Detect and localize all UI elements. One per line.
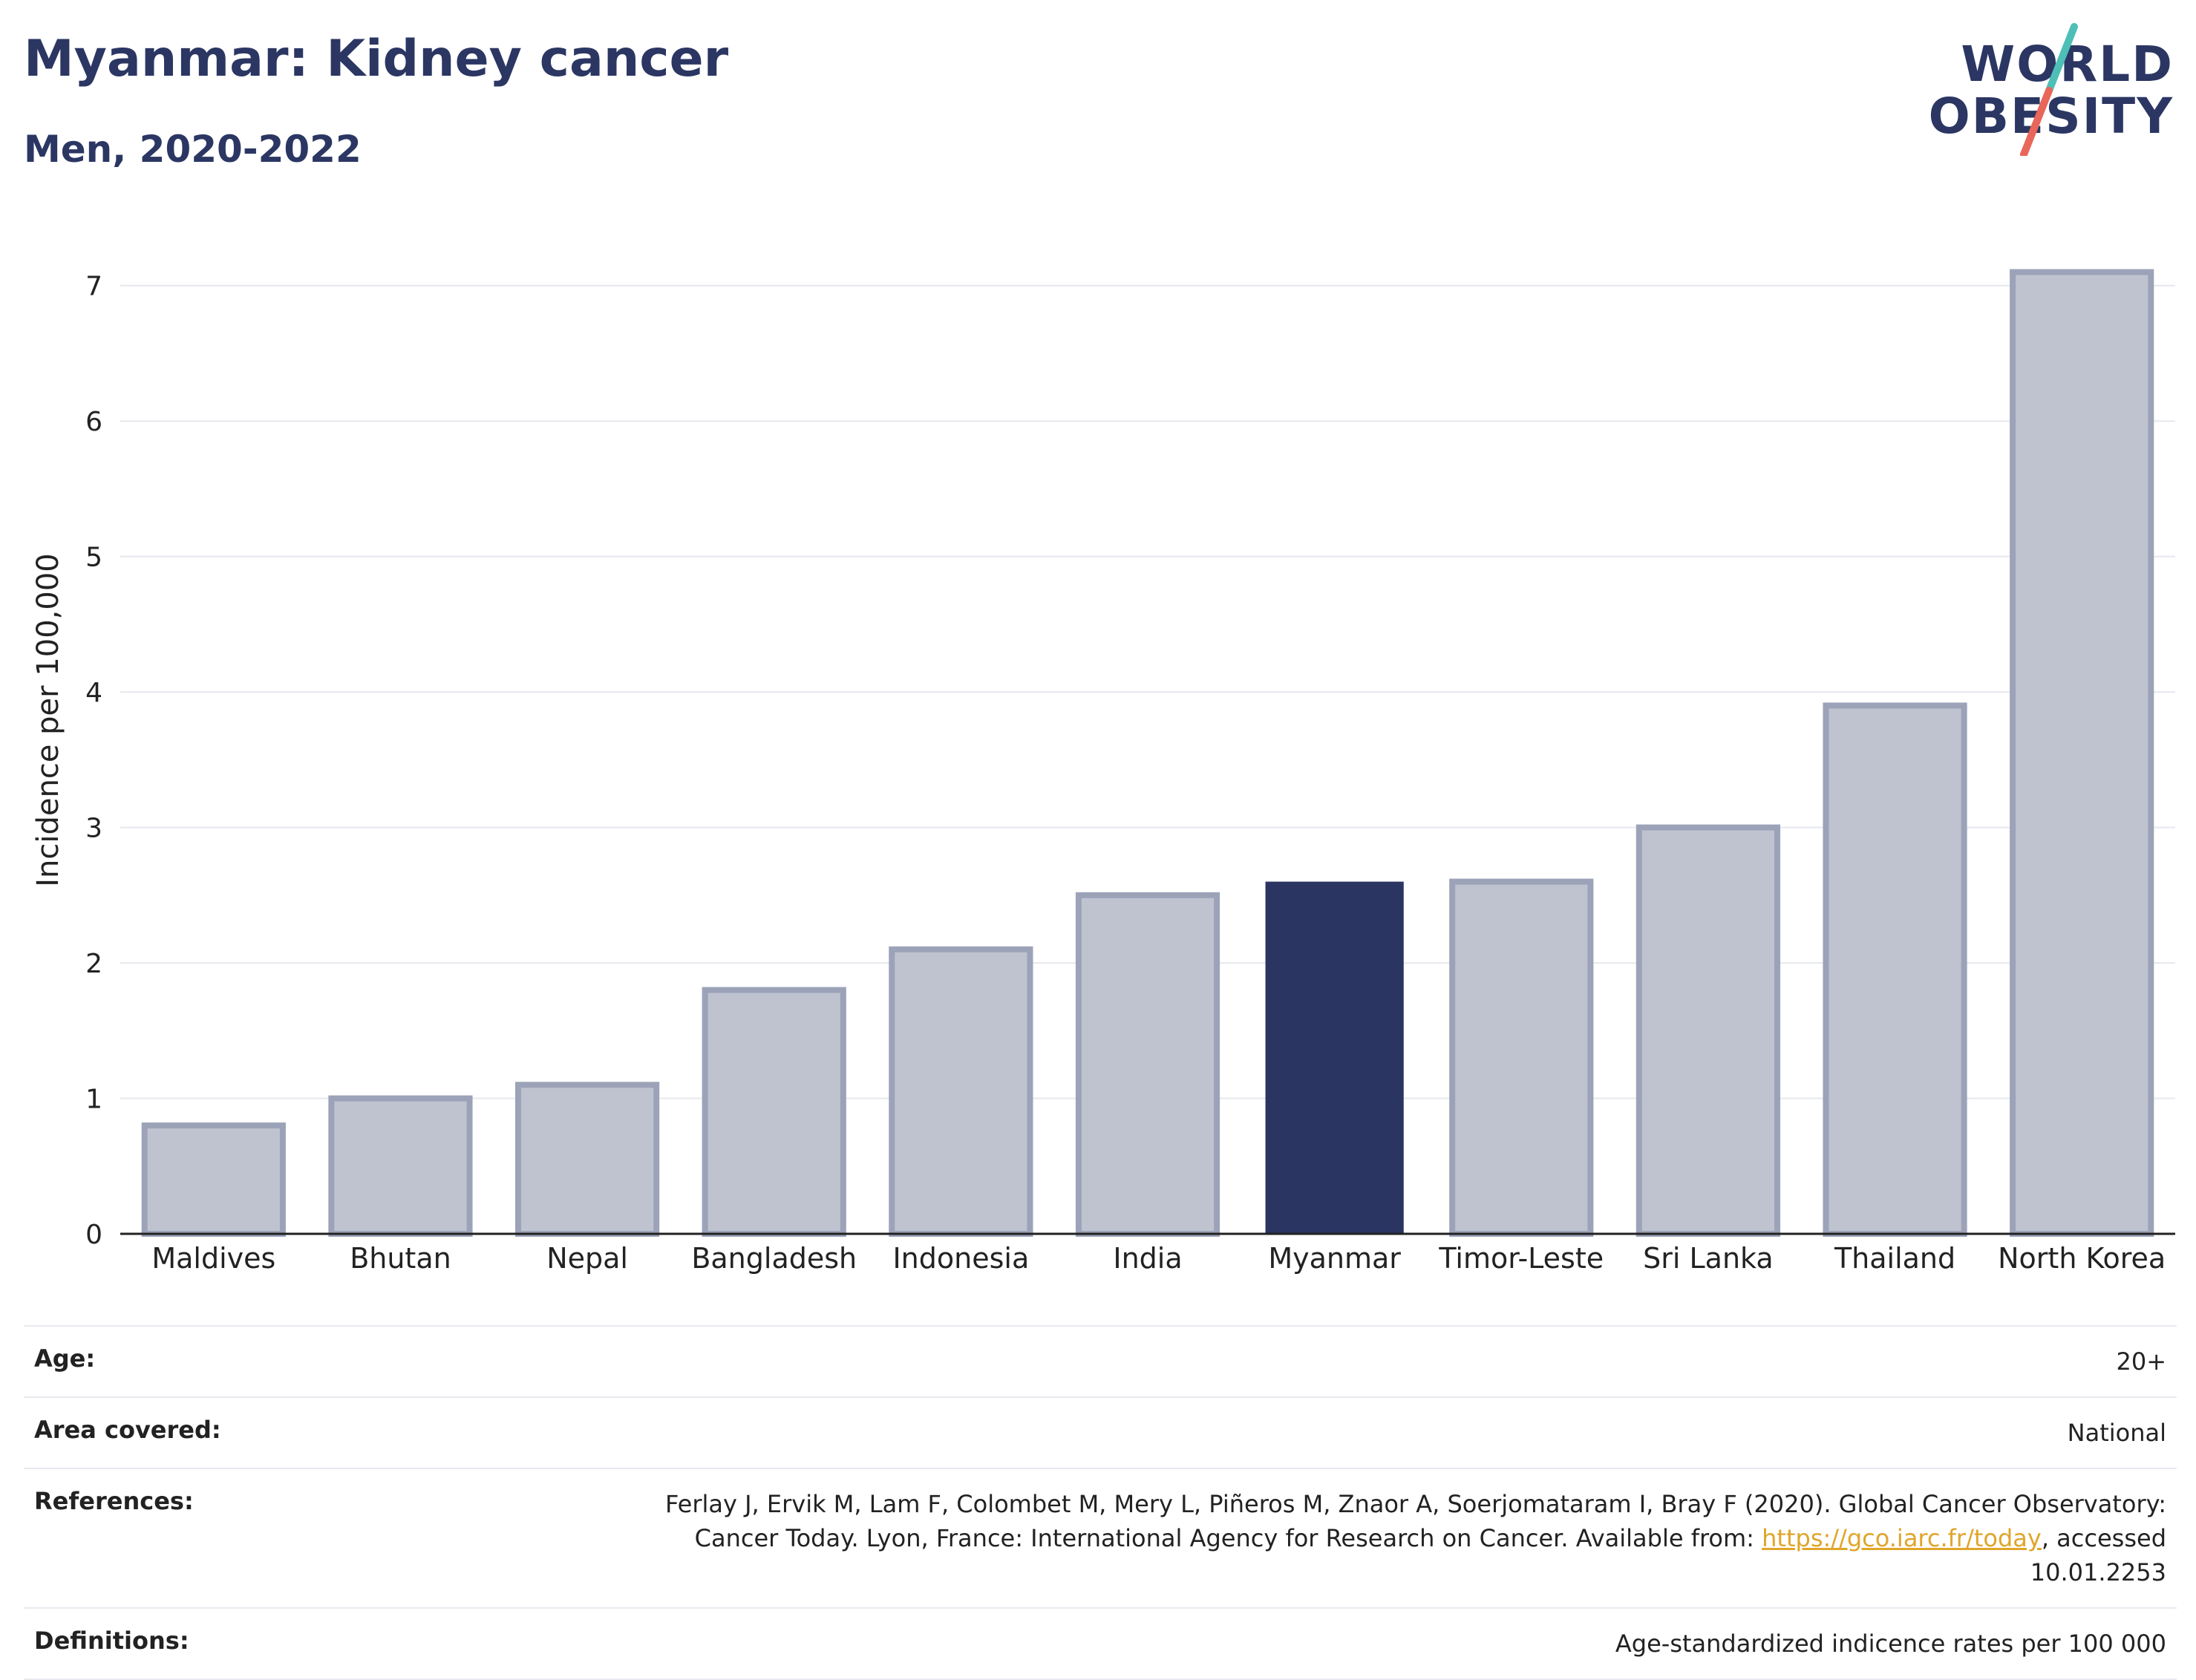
logo-line-2: OBESITY xyxy=(1928,88,2174,145)
bar-maldives xyxy=(141,1122,286,1237)
y-tick-label: 4 xyxy=(85,678,102,708)
logo-slash-icon xyxy=(2020,23,2078,156)
bar-nepal xyxy=(514,1082,660,1238)
y-axis-label: Incidence per 100,000 xyxy=(31,553,65,887)
references-value: Ferlay J, Ervik M, Lam F, Colombet M, Me… xyxy=(607,1487,2166,1589)
bar-sri-lanka xyxy=(1635,824,1781,1237)
chart-metadata-table: Age: 20+ Area covered: National Referenc… xyxy=(24,1325,2177,1680)
references-accessed: , accessed 10.01.2253 xyxy=(2030,1524,2166,1586)
axes: 0 1 2 3 4 5 6 7 Maldives Bhutan Nepal Bangladesh Ind… xyxy=(85,272,2175,1275)
x-tick-label: Timor-Leste xyxy=(1438,1242,1604,1275)
references-link[interactable]: https://gco.iarc.fr/today xyxy=(1762,1524,2042,1552)
bar-bangladesh xyxy=(702,987,846,1237)
y-tick-label: 3 xyxy=(85,814,102,844)
x-tick-label: Indonesia xyxy=(892,1242,1029,1275)
references-label: References: xyxy=(34,1487,194,1515)
x-tick-label: Sri Lanka xyxy=(1643,1242,1774,1275)
definitions-value: Age-standardized indicence rates per 100… xyxy=(1615,1630,2166,1658)
age-value: 20+ xyxy=(2116,1347,2166,1376)
y-tick-label: 0 xyxy=(85,1220,102,1250)
world-obesity-logo: WORLD OBESITY xyxy=(1929,22,2174,156)
bar-chart: 0 1 2 3 4 5 6 7 Maldives Bhutan Nepal Bangladesh Ind… xyxy=(31,269,2175,1275)
meta-row-definitions: Definitions: Age-standardized indicence … xyxy=(24,1607,2177,1680)
bar-india xyxy=(1075,892,1220,1238)
x-tick-label: North Korea xyxy=(1998,1242,2166,1275)
chart-title: Myanmar: Kidney cancer xyxy=(24,30,729,88)
bar-north-korea xyxy=(2010,269,2154,1237)
y-tick-label: 5 xyxy=(85,543,102,573)
meta-row-references: References: Ferlay J, Ervik M, Lam F, Co… xyxy=(24,1468,2177,1607)
definitions-label: Definitions: xyxy=(34,1627,189,1655)
references-text: Ferlay J, Ervik M, Lam F, Colombet M, Me… xyxy=(665,1490,2166,1552)
age-label: Age: xyxy=(34,1344,96,1373)
chart-subtitle: Men, 2020-2022 xyxy=(24,128,362,171)
bar-indonesia xyxy=(889,946,1033,1237)
meta-row-age: Age: 20+ xyxy=(24,1325,2177,1396)
x-tick-label: Thailand xyxy=(1834,1242,1955,1275)
bar-timor-leste xyxy=(1449,878,1594,1237)
meta-row-area: Area covered: National xyxy=(24,1396,2177,1468)
area-value: National xyxy=(2067,1419,2166,1447)
bar-thailand xyxy=(1823,702,1967,1237)
y-tick-label: 6 xyxy=(85,407,102,437)
x-tick-label: Nepal xyxy=(546,1242,628,1275)
x-tick-label: India xyxy=(1113,1242,1182,1275)
y-tick-label: 1 xyxy=(85,1085,102,1115)
area-label: Area covered: xyxy=(34,1416,221,1444)
x-tick-label: Bhutan xyxy=(350,1242,451,1275)
y-tick-label: 2 xyxy=(85,949,102,979)
x-tick-label: Bangladesh xyxy=(691,1242,857,1275)
x-tick-label: Myanmar xyxy=(1268,1242,1401,1275)
bar-bhutan xyxy=(328,1095,473,1238)
bars xyxy=(141,269,2154,1238)
y-tick-label: 7 xyxy=(85,272,102,302)
x-tick-label: Maldives xyxy=(151,1242,275,1275)
bar-myanmar xyxy=(1265,881,1404,1234)
